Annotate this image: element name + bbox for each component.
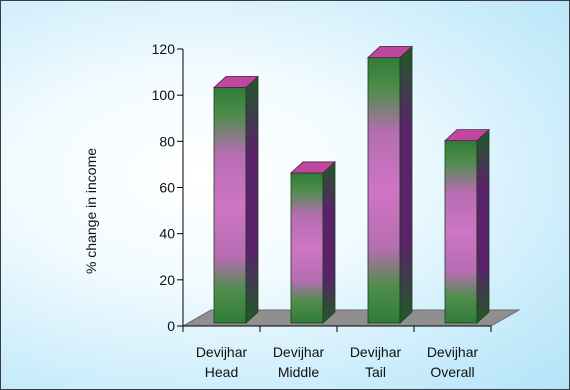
bar-top: [289, 161, 337, 174]
y-tick-label: 0: [167, 318, 175, 334]
bar-side: [476, 128, 490, 324]
bar: [212, 75, 260, 324]
x-category-label: Devijhar: [427, 344, 479, 360]
bar-side: [399, 45, 413, 324]
x-category-label: Middle: [278, 364, 319, 380]
x-category-label: Devijhar: [196, 344, 248, 360]
bar: [366, 45, 414, 324]
x-category-label: Devijhar: [273, 344, 325, 360]
y-tick-label: 20: [159, 272, 175, 288]
x-category-label: Tail: [365, 364, 386, 380]
bar-top: [212, 76, 260, 88]
y-tick-label: 120: [152, 41, 176, 57]
x-category-label: Head: [205, 364, 238, 380]
bar-front: [367, 57, 401, 324]
bar-front: [290, 172, 324, 324]
bar-top: [443, 129, 491, 142]
y-tick-label: 40: [159, 226, 175, 242]
bar-side: [245, 75, 259, 324]
x-category-label: Overall: [430, 364, 474, 380]
bar-front: [444, 140, 478, 324]
y-tick-label: 80: [159, 133, 175, 149]
bar: [289, 161, 337, 324]
y-tick-label: 100: [152, 87, 176, 103]
bar-side: [322, 161, 336, 324]
y-axis-title: % change in income: [83, 148, 99, 274]
bar: [443, 128, 491, 324]
bar-top: [366, 46, 414, 58]
bar-front: [213, 87, 247, 324]
y-tick-label: 60: [159, 180, 175, 196]
x-category-label: Devijhar: [350, 344, 402, 360]
